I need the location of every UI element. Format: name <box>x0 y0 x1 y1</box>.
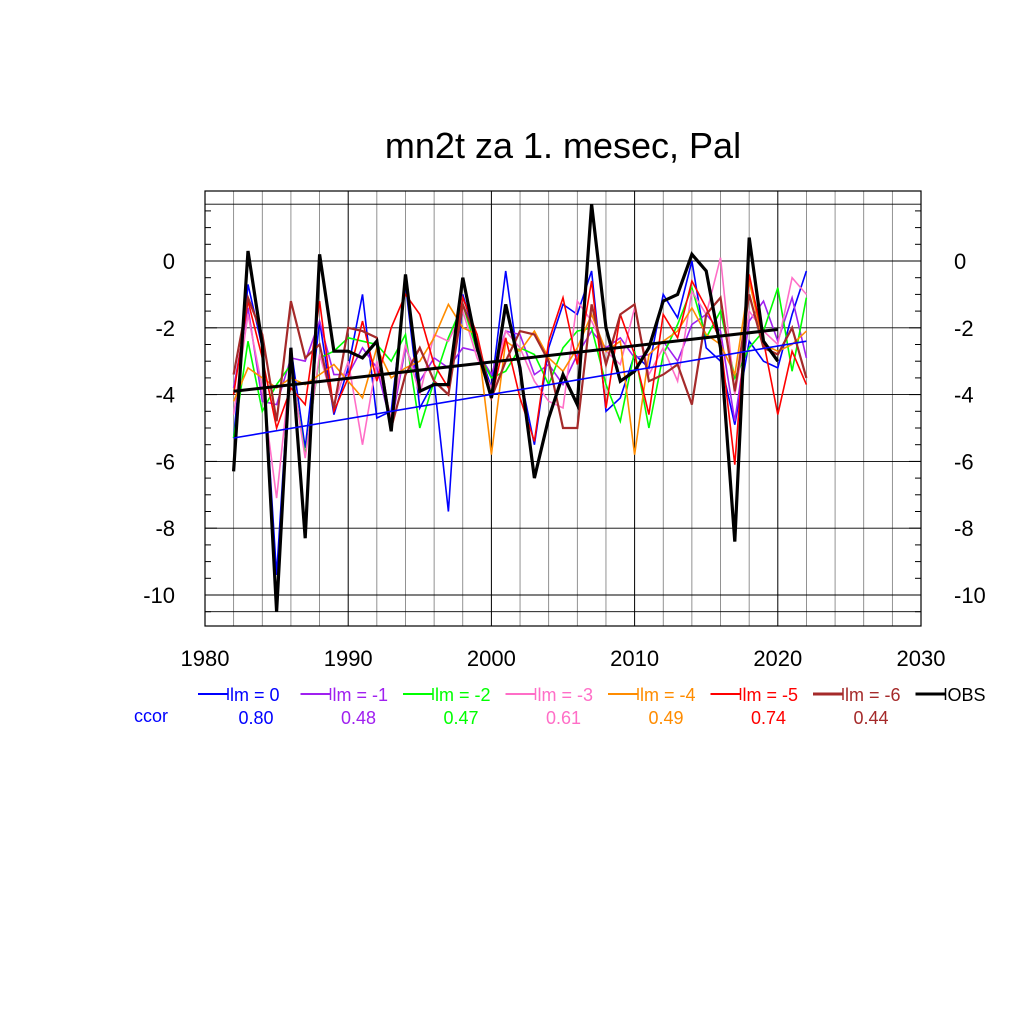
legend-label: lm = -4 <box>640 685 696 705</box>
y-tick-label-left: -6 <box>155 449 175 474</box>
y-tick-label-right: -4 <box>954 383 974 408</box>
x-tick-label: 2020 <box>753 646 802 671</box>
series-line-5 <box>232 274 808 465</box>
plot-frame <box>204 190 922 627</box>
series-lines <box>232 204 808 612</box>
y-tick-label-left: -4 <box>155 383 175 408</box>
ccor-value: 0.74 <box>751 708 786 728</box>
legend-label: lm = -3 <box>538 685 594 705</box>
y-tick-label-right: 0 <box>954 249 966 274</box>
y-tick-label-right: -6 <box>954 449 974 474</box>
tick-labels: 1980 1990 2000 2010 2020 2030 0 0 -2 -2 -4 -4 -6 -6 -8… <box>143 249 986 671</box>
y-tick-label-right: -2 <box>954 316 974 341</box>
ccor-value: 0.80 <box>238 708 273 728</box>
ccor-value: 0.49 <box>648 708 683 728</box>
ccor-value: 0.44 <box>853 708 888 728</box>
y-tick-label-left: -8 <box>155 516 175 541</box>
y-tick-label-left: -10 <box>143 583 175 608</box>
x-tick-label: 2010 <box>610 646 659 671</box>
y-tick-label-left: -2 <box>155 316 175 341</box>
y-tick-label-left: 0 <box>163 249 175 274</box>
y-tick-label-right: -8 <box>954 516 974 541</box>
series-line-7 <box>232 204 780 612</box>
ccor-value: 0.47 <box>443 708 478 728</box>
axis-ticks <box>205 210 921 613</box>
legend-label: lm = -6 <box>845 685 901 705</box>
x-tick-label: 2030 <box>897 646 946 671</box>
legend-label: lm = 0 <box>230 685 280 705</box>
chart-title: mn2t za 1. mesec, Pal <box>385 125 741 166</box>
ccor-value: 0.48 <box>341 708 376 728</box>
trend-line-0 <box>233 340 807 439</box>
trend-line-1 <box>233 328 778 393</box>
x-tick-label: 1980 <box>181 646 230 671</box>
series-line-6 <box>232 293 808 430</box>
legend: lm = 0 0.80 lm = -1 0.48 lm = -2 0.47 lm = -3 0… <box>198 685 986 728</box>
legend-label: lm = -2 <box>435 685 491 705</box>
x-tick-label: 1990 <box>324 646 373 671</box>
x-tick-label: 2000 <box>467 646 516 671</box>
legend-label: lm = -1 <box>333 685 389 705</box>
ccor-label: ccor <box>134 706 168 726</box>
legend-label: lm = -5 <box>743 685 799 705</box>
y-tick-label-right: -10 <box>954 583 986 608</box>
legend-label: OBS <box>948 685 986 705</box>
ccor-value: 0.61 <box>546 708 581 728</box>
